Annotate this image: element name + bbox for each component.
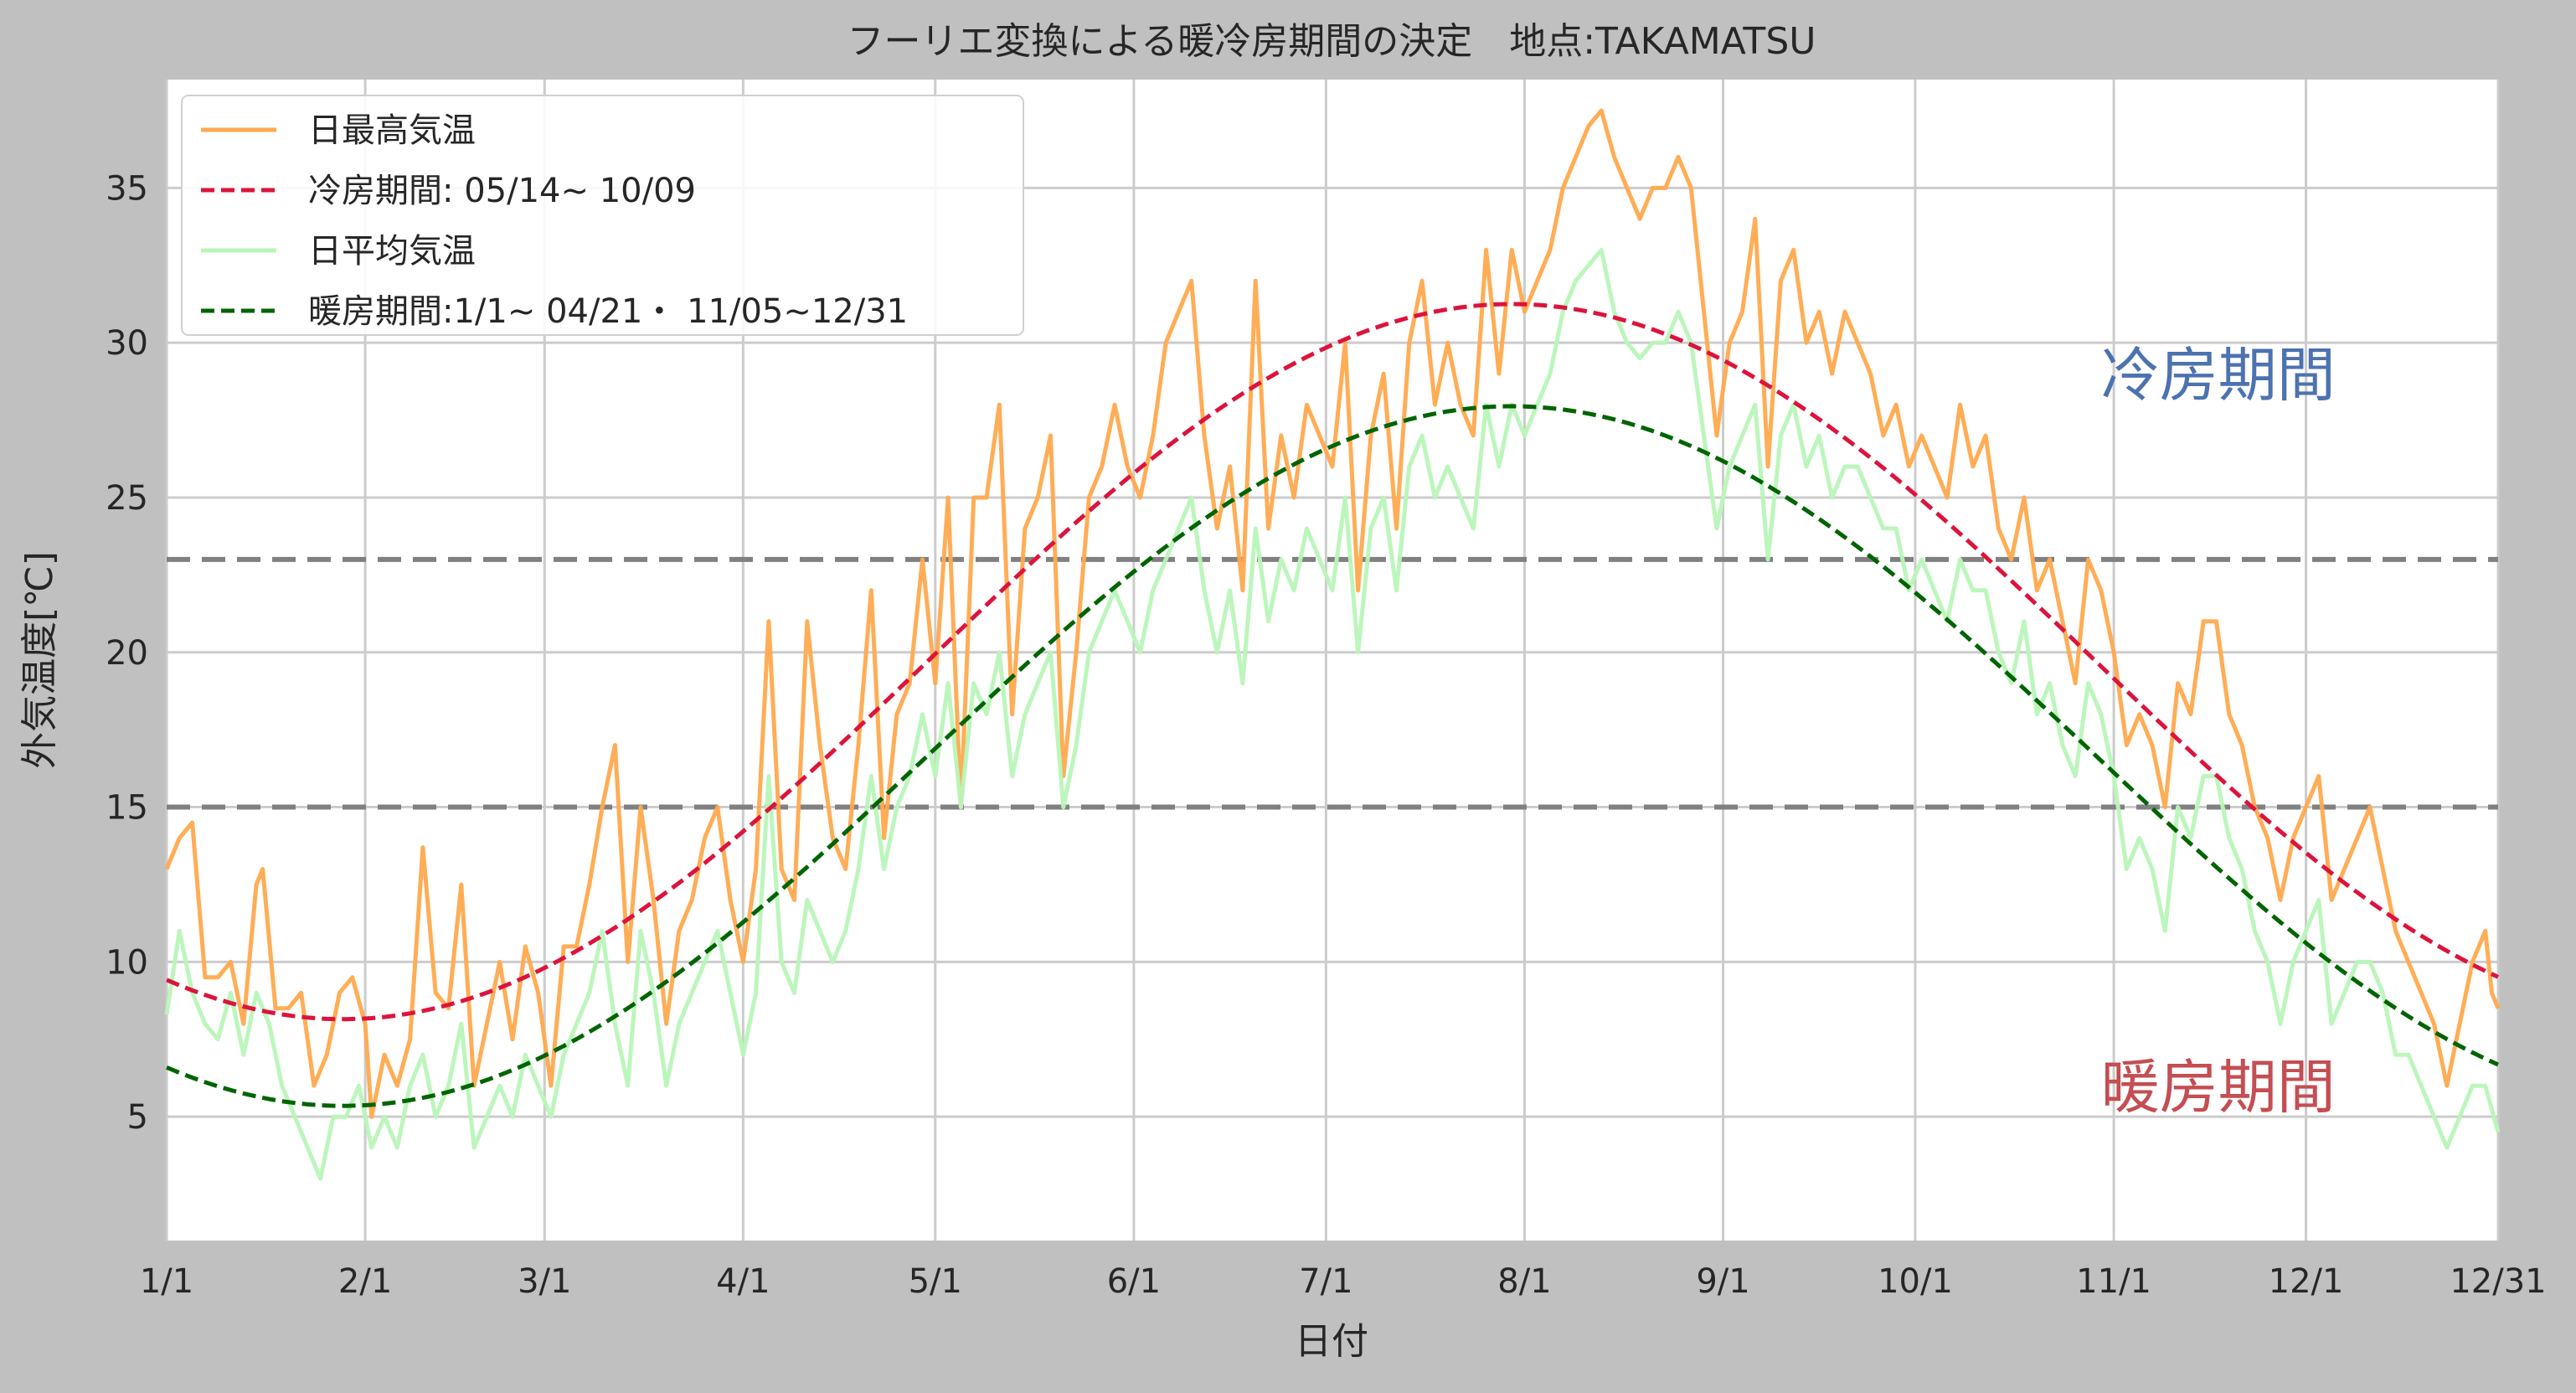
y-tick-label: 15 (106, 789, 148, 828)
series-line-1 (166, 302, 2500, 1022)
y-axis-label: 外気温度[℃] (18, 551, 61, 769)
chart-title: フーリエ変換による暖冷房期間の決定 地点:TAKAMATSU (848, 20, 1816, 63)
x-tick-label: 10/1 (1878, 1262, 1953, 1301)
y-tick-label: 10 (106, 943, 148, 982)
x-tick-label: 12/1 (2269, 1262, 2344, 1301)
legend-label: 冷房期間: 05/14~ 10/09 (308, 172, 696, 210)
y-tick-label: 35 (106, 169, 148, 208)
x-tick-label: 2/1 (338, 1262, 392, 1301)
y-tick-label: 30 (106, 324, 148, 363)
x-tick-label: 5/1 (909, 1262, 962, 1301)
x-tick-label: 8/1 (1497, 1262, 1551, 1301)
y-tick-label: 25 (106, 479, 148, 518)
legend-label: 日平均気温 (308, 232, 476, 271)
x-tick-label: 4/1 (716, 1262, 770, 1301)
series-layer (164, 108, 2501, 1181)
x-tick-label: 11/1 (2076, 1262, 2151, 1301)
legend-label: 日最高気温 (308, 111, 476, 150)
x-tick-label: 7/1 (1299, 1262, 1352, 1301)
x-tick-label: 1/1 (140, 1262, 193, 1301)
y-tick-label: 5 (127, 1098, 148, 1137)
threshold-lines (167, 556, 2498, 810)
y-tick-label: 20 (106, 634, 148, 673)
series-line-2 (164, 247, 2501, 1181)
y-axis: 5 10 15 20 25 30 35 (106, 169, 148, 1137)
series-line-3 (166, 404, 2500, 1108)
x-axis: 1/1 2/1 3/1 4/1 5/1 6/1 7/1 8/1 9/1 10/1 11/1 12/1 1… (140, 1262, 2547, 1301)
x-tick-label: 3/1 (518, 1262, 571, 1301)
legend-label: 暖房期間:1/1~ 04/21・ 11/05~12/31 (308, 292, 908, 331)
legend-box (181, 95, 1024, 336)
x-tick-label: 12/31 (2450, 1262, 2546, 1301)
x-tick-label: 6/1 (1107, 1262, 1161, 1301)
x-axis-label: 日付 (1295, 1320, 1368, 1363)
x-tick-label: 9/1 (1696, 1262, 1749, 1301)
annotation-text: 冷房期間 (2101, 341, 2336, 410)
annotation-text: 暖房期間 (2101, 1053, 2336, 1122)
